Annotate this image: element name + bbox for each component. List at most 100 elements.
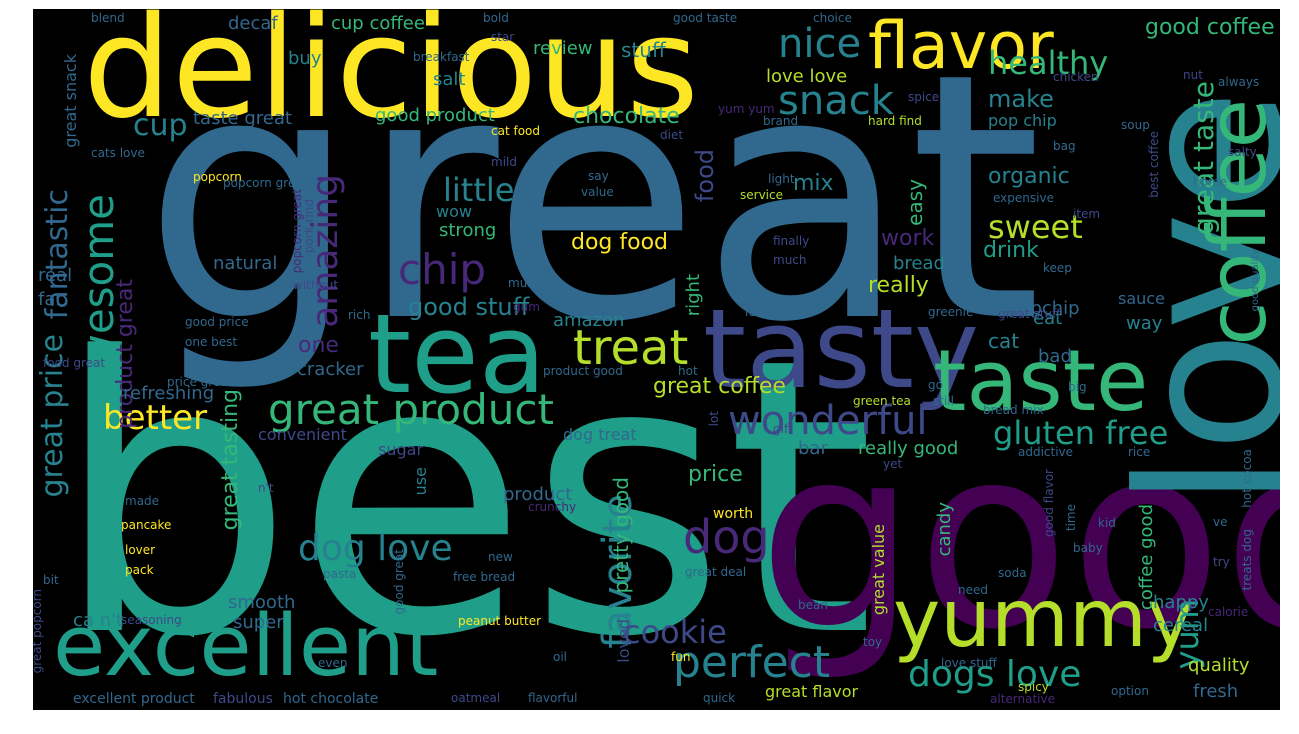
word-excellent-product: excellent product xyxy=(73,691,195,707)
word-easy: easy xyxy=(903,179,927,226)
word-amazon: amazon xyxy=(553,310,625,331)
word-one-best: one best xyxy=(185,335,238,349)
word-wow: wow xyxy=(436,202,472,221)
word-convenient: convenient xyxy=(258,425,347,444)
word-value: value xyxy=(581,185,614,199)
word-without: without xyxy=(293,278,339,292)
word-soup: soup xyxy=(1121,118,1150,132)
word-great-value: great value xyxy=(869,524,888,616)
word-delicious: delicious xyxy=(83,9,699,150)
word-smooth: smooth xyxy=(228,592,296,613)
word-cat: cat xyxy=(988,329,1020,353)
word-yum-yum: yum yum xyxy=(718,102,775,116)
word-healthy: healthy xyxy=(988,44,1109,82)
word-option: option xyxy=(1111,684,1149,698)
word-pasta: pasta xyxy=(323,567,357,581)
word-product: product xyxy=(503,484,573,505)
word-less: less xyxy=(745,305,769,319)
word-much: much xyxy=(773,253,807,267)
word-dogs-love: dogs love xyxy=(908,654,1082,695)
word-alternative: alternative xyxy=(990,692,1055,706)
word-spicy: spicy xyxy=(1018,680,1049,694)
word-finally: finally xyxy=(773,234,810,248)
word-good: good xyxy=(758,393,1280,684)
word-great-popcorn: great popcorn xyxy=(33,589,44,674)
word-hot-chocolate: hot chocolate xyxy=(283,691,379,707)
word-price-great: price great xyxy=(167,375,233,389)
word-best: best xyxy=(53,277,875,710)
word-quality: quality xyxy=(1188,655,1250,676)
word-chocolate: chocolate xyxy=(573,104,680,129)
word-worth: worth xyxy=(713,506,754,522)
word-cloud: great best good love delicious tea tasty… xyxy=(33,9,1280,710)
word-right: right xyxy=(683,274,704,317)
word-try: try xyxy=(1213,555,1230,569)
word-salty: salty xyxy=(1228,145,1257,159)
word-wonderful: wonderful xyxy=(728,398,928,444)
word-need: need xyxy=(958,583,988,597)
word-drink: drink xyxy=(983,238,1039,263)
word-new: new xyxy=(488,550,513,564)
word-bread: bread xyxy=(893,253,945,274)
word-good-product: good product xyxy=(375,105,495,126)
word-great-tasting: great tasting xyxy=(218,389,243,531)
word-candy: candy xyxy=(934,502,955,557)
word-popcorn-great-v: popcorn great xyxy=(290,189,304,274)
word-popcorn-great: popcorn great xyxy=(223,176,308,190)
word-free-bread: free bread xyxy=(453,570,516,584)
word-dog: dog xyxy=(683,510,770,564)
word-oatmeal: oatmeal xyxy=(451,691,501,705)
word-bag: bag xyxy=(1053,139,1076,153)
word-good-great: good great xyxy=(392,549,406,615)
word-great-taste: great taste xyxy=(1187,81,1220,235)
word-chip: chip xyxy=(398,245,487,294)
word-brand: brand xyxy=(763,114,799,128)
word-peanut-butter: peanut butter xyxy=(458,614,542,628)
word-great-flavor: great flavor xyxy=(765,682,859,701)
word-better: better xyxy=(103,398,208,438)
word-service: service xyxy=(740,188,783,202)
word-loved: loved xyxy=(614,619,633,663)
word-item: item xyxy=(1073,207,1101,221)
word-rice: rice xyxy=(1128,445,1151,459)
word-far: far xyxy=(38,289,63,310)
word-good-coffee: good coffee xyxy=(1145,15,1275,40)
word-blend: blend xyxy=(91,11,125,25)
word-oil: oil xyxy=(553,650,568,664)
word-cookie: cookie xyxy=(623,613,727,651)
word-good-stuff: good stuff xyxy=(408,293,530,321)
word-good-quality: good quality xyxy=(1250,249,1261,312)
word-home: home xyxy=(1193,175,1228,189)
word-light: light xyxy=(768,172,795,186)
word-star: star xyxy=(491,30,515,44)
word-bold: bold xyxy=(483,11,509,25)
word-hot: hot xyxy=(678,364,698,378)
word-addictive: addictive xyxy=(1018,445,1074,459)
word-natural: natural xyxy=(213,253,278,274)
word-great-deal: great deal xyxy=(685,565,747,579)
word-fabulous: fabulous xyxy=(213,691,273,707)
word-big: big xyxy=(1068,380,1087,394)
word-yummy: yummy xyxy=(893,572,1195,665)
word-tasty: tasty xyxy=(703,285,980,413)
word-mix: mix xyxy=(793,171,834,196)
word-food-great: food great xyxy=(43,356,106,370)
word-chicken: chicken xyxy=(1053,70,1099,84)
word-good-flavor: good flavor xyxy=(1042,469,1056,538)
word-review: review xyxy=(533,38,593,59)
word-pretty-good: pretty good xyxy=(609,477,633,594)
word-made: made xyxy=(125,494,160,508)
word-cup: cup xyxy=(133,108,188,143)
word-decaf: decaf xyxy=(228,13,278,34)
word-hot-cocoa: hot cocoa xyxy=(1240,449,1254,508)
word-snack: snack xyxy=(778,78,894,124)
word-bean: bean xyxy=(798,598,828,612)
word-real: real xyxy=(38,265,73,286)
word-pork-rind: pork rind xyxy=(302,199,316,254)
word-use: use xyxy=(411,467,430,496)
word-bad: bad xyxy=(1038,346,1072,367)
word-cat-food: cat food xyxy=(491,124,540,138)
word-treats-dog: treats dog xyxy=(1240,529,1254,591)
word-organic: organic xyxy=(988,164,1070,189)
word-hard-find: hard find xyxy=(868,114,922,128)
